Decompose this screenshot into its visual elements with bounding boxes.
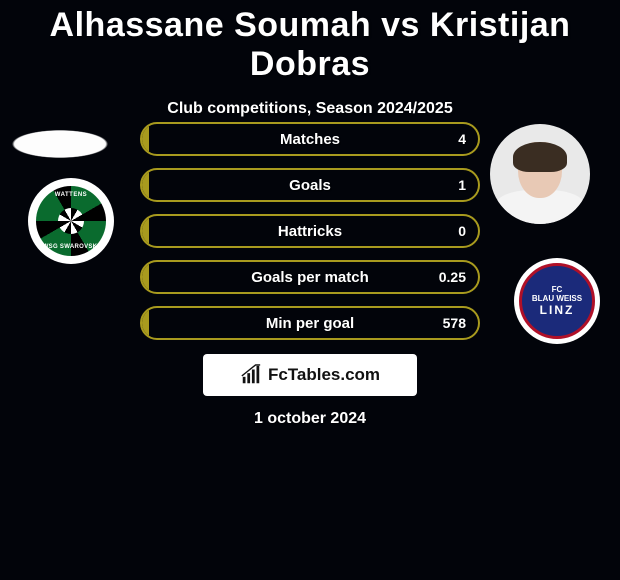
- team-right-line-1: FC: [552, 286, 563, 294]
- stat-value-right: 4: [458, 131, 466, 147]
- stat-fill-left: [142, 170, 149, 200]
- stat-fill-left: [142, 216, 149, 246]
- chart-icon: [240, 364, 262, 386]
- stat-row: Matches 4: [140, 122, 480, 156]
- team-right-line-2: BLAU WEISS: [532, 295, 582, 303]
- brand-badge: FcTables.com: [203, 354, 417, 396]
- stat-label: Min per goal: [266, 315, 354, 332]
- team-left-name-bottom: WSG SWAROVSKI: [43, 244, 100, 250]
- player-photo-right: [490, 124, 590, 224]
- stat-value-right: 578: [443, 315, 466, 331]
- stat-label: Goals: [289, 177, 331, 194]
- date-label: 1 october 2024: [0, 410, 620, 428]
- stats-panel: Matches 4 Goals 1 Hattricks 0 Goals per match 0…: [140, 122, 480, 352]
- stat-value-right: 0.25: [439, 269, 466, 285]
- stat-fill-left: [142, 262, 149, 292]
- stat-value-right: 0: [458, 223, 466, 239]
- stat-label: Matches: [280, 131, 340, 148]
- stat-label: Goals per match: [251, 269, 369, 286]
- team-left-name-top: WATTENS: [55, 192, 87, 198]
- stat-value-right: 1: [458, 177, 466, 193]
- stat-row: Goals per match 0.25: [140, 260, 480, 294]
- page-title: Alhassane Soumah vs Kristijan Dobras: [0, 0, 620, 84]
- stat-row: Goals 1: [140, 168, 480, 202]
- brand-text: FcTables.com: [268, 365, 380, 385]
- team-logo-right: FC BLAU WEISS LINZ: [514, 258, 600, 344]
- team-right-line-3: LINZ: [540, 304, 575, 316]
- stat-fill-left: [142, 124, 149, 154]
- stat-label: Hattricks: [278, 223, 342, 240]
- stat-fill-left: [142, 308, 149, 338]
- team-logo-left: WATTENS WSG SWAROVSKI: [28, 178, 114, 264]
- stat-row: Hattricks 0: [140, 214, 480, 248]
- stat-row: Min per goal 578: [140, 306, 480, 340]
